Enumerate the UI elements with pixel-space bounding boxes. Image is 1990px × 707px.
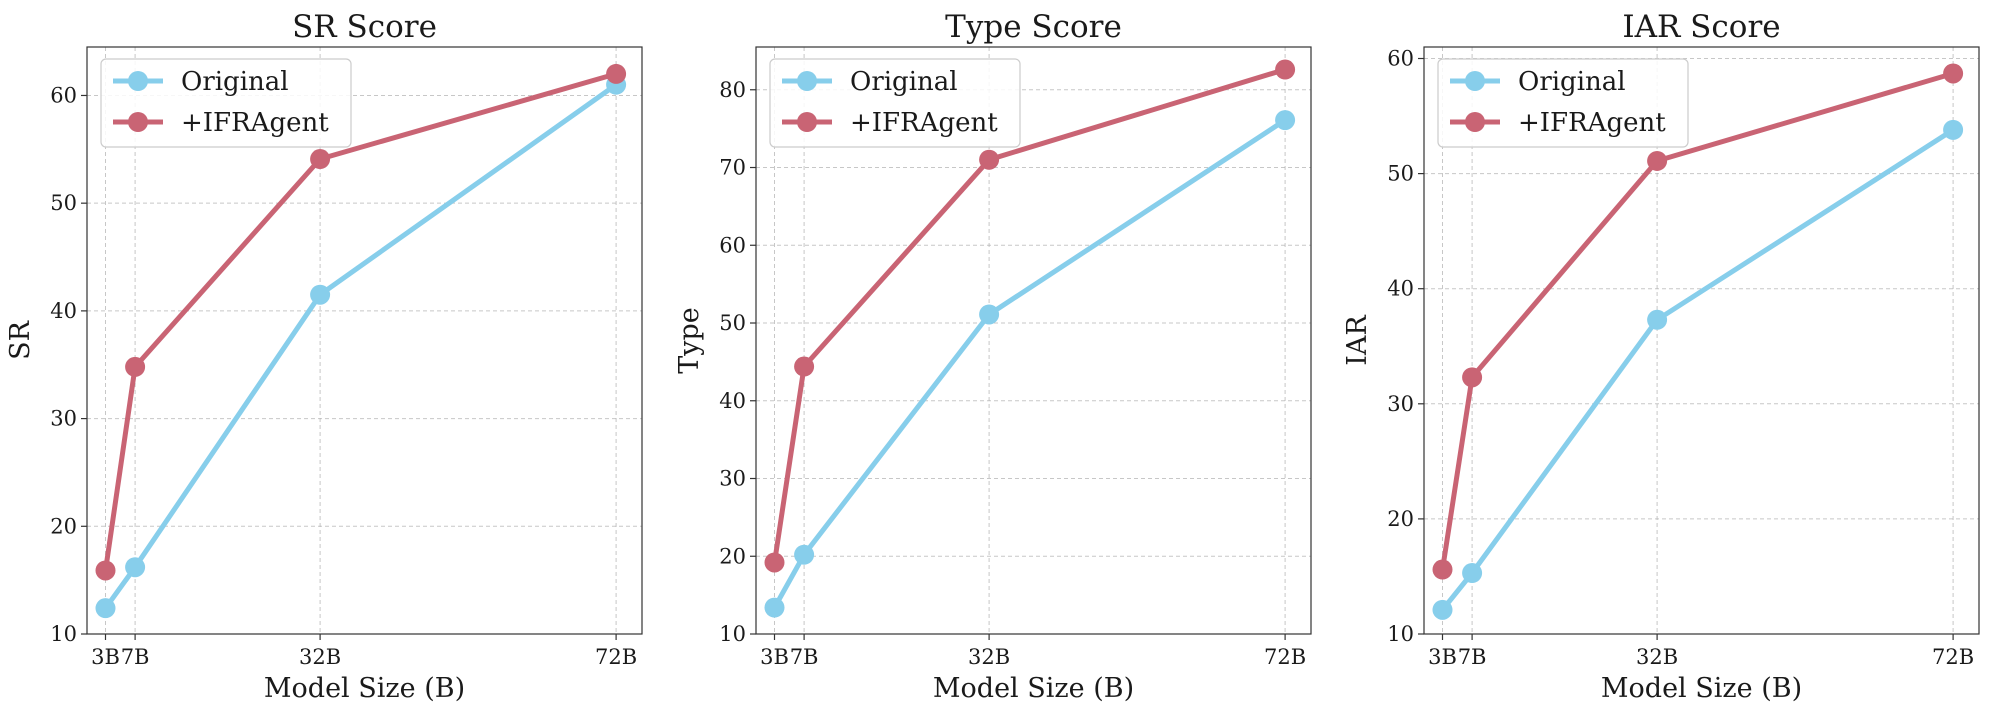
chart2-ytick-label: 10 — [719, 622, 746, 646]
chart1-series-1-point — [125, 557, 146, 578]
chart1-ytick-label: 20 — [50, 514, 77, 538]
chart2-ytick-label: 20 — [719, 544, 746, 568]
chart3-ytick-label: 40 — [1387, 277, 1414, 301]
chart1-series-2-line — [103, 71, 619, 573]
chart2-panel: 10 20 30 40 50 60 70 80 3B 7B 32B 72B Type Score Mode… — [674, 9, 1312, 704]
chart2-ytick-label: 80 — [719, 78, 746, 102]
chart3-frame — [1423, 46, 1980, 635]
chart3-series-2-point — [1432, 559, 1453, 580]
chart2-yaxis-label: Type — [674, 307, 705, 374]
chart3-ytick-label: 60 — [1387, 47, 1414, 71]
chart1-legend — [100, 58, 352, 148]
chart1-panel: 10 20 30 40 50 60 3B 7B 32B 72B SR Score Model Size… — [5, 9, 643, 704]
chart2-series-1-point — [1275, 110, 1296, 131]
chart1-series-2-point — [606, 63, 627, 84]
chart3-series-1-line — [1440, 127, 1956, 613]
chart2-legend-swatch-marker — [797, 112, 817, 132]
chart3-series-2-point — [1647, 150, 1668, 171]
chart2-title: Type Score — [945, 9, 1122, 45]
chart1-ytick-label: 30 — [50, 407, 77, 431]
chart3-legend-swatch-marker — [1465, 71, 1485, 91]
chart1-xtick-label: 7B — [121, 645, 150, 669]
chart3-xtick-label: 3B — [1428, 645, 1457, 669]
chart1-ytick-label: 40 — [50, 299, 77, 323]
chart3-series-1-point — [1462, 562, 1483, 583]
chart1-ytick-label: 60 — [50, 83, 77, 107]
chart2-legend-label: +IFRAgent — [850, 108, 998, 138]
chart3-xtick-label: 72B — [1932, 645, 1974, 669]
chart1-series-2-point — [310, 149, 331, 170]
chart2-ytick-label: 40 — [719, 389, 746, 413]
chart3-legend-swatch-marker — [1465, 112, 1485, 132]
chart3-series-2-line — [1440, 71, 1956, 572]
chart2-legend-label: Original — [850, 67, 958, 97]
chart1-legend-label: +IFRAgent — [181, 108, 329, 138]
chart3-xtick-label: 32B — [1636, 645, 1678, 669]
chart1-ytick-label: 50 — [50, 191, 77, 215]
chart3-panel: 10 20 30 40 50 60 3B 7B 32B 72B IAR Score Model Siz… — [1342, 9, 1980, 704]
chart3-ytick-label: 50 — [1387, 162, 1414, 186]
chart3-xaxis-label: Model Size (B) — [1601, 673, 1802, 704]
chart3-series-1-point — [1647, 309, 1668, 330]
chart1-legend-swatch-marker — [128, 71, 148, 91]
chart1-series-2-point — [125, 356, 146, 377]
chart3-ytick-label: 10 — [1387, 622, 1414, 646]
chart3-series-2-point — [1462, 367, 1483, 388]
chart1-ytick-label: 10 — [50, 622, 77, 646]
chart1-series-1-point — [310, 284, 331, 305]
chart2-xtick-label: 3B — [760, 645, 789, 669]
chart3-xtick-label: 7B — [1458, 645, 1487, 669]
chart2-series-2-point — [794, 356, 815, 377]
chart2-series-2-point — [764, 552, 785, 573]
chart2-series-2-line — [772, 67, 1288, 565]
chart3-series-1-point — [1943, 119, 1964, 140]
chart2-legend — [769, 58, 1021, 148]
chart3-ytick-label: 30 — [1387, 392, 1414, 416]
chart1-frame — [86, 46, 643, 635]
chart2-ytick-label: 30 — [719, 467, 746, 491]
chart1-legend-swatch-marker — [128, 112, 148, 132]
chart2-ytick-label: 60 — [719, 233, 746, 257]
chart1-series-1-line — [103, 82, 619, 611]
chart1-legend-label: Original — [181, 67, 289, 97]
chart1-yaxis-label: SR — [5, 320, 36, 359]
chart2-legend-swatch-marker — [797, 71, 817, 91]
chart2-series-2-point — [979, 149, 1000, 170]
chart1-xtick-label: 72B — [595, 645, 637, 669]
chart1-series-2-point — [95, 560, 116, 581]
chart2-ytick-label: 50 — [719, 311, 746, 335]
chart2-series-1-point — [764, 597, 785, 618]
chart3-yaxis-label: IAR — [1342, 315, 1373, 366]
chart1-series-1-point — [95, 598, 116, 619]
chart2-series-1-point — [794, 544, 815, 565]
chart2-series-1-point — [979, 304, 1000, 325]
chart1-xtick-label: 3B — [91, 645, 120, 669]
chart3-series-2-point — [1943, 63, 1964, 84]
chart2-series-2-point — [1275, 59, 1296, 80]
chart3-series-1-point — [1432, 599, 1453, 620]
chart3-ytick-label: 20 — [1387, 507, 1414, 531]
chart2-xtick-label: 72B — [1264, 645, 1306, 669]
chart1-xaxis-label: Model Size (B) — [264, 673, 465, 704]
chart2-xtick-label: 32B — [968, 645, 1010, 669]
chart3-legend-label: +IFRAgent — [1518, 108, 1666, 138]
chart1-title: SR Score — [292, 9, 437, 45]
chart2-ytick-label: 70 — [719, 156, 746, 180]
chart3-legend — [1437, 58, 1689, 148]
chart3-legend-label: Original — [1518, 67, 1626, 97]
chart2-xaxis-label: Model Size (B) — [933, 673, 1134, 704]
chart3-title: IAR Score — [1622, 9, 1780, 45]
chart1-xtick-label: 32B — [299, 645, 341, 669]
chart2-xtick-label: 7B — [790, 645, 819, 669]
chart2-frame — [755, 46, 1312, 635]
chart2-series-1-line — [772, 117, 1288, 611]
